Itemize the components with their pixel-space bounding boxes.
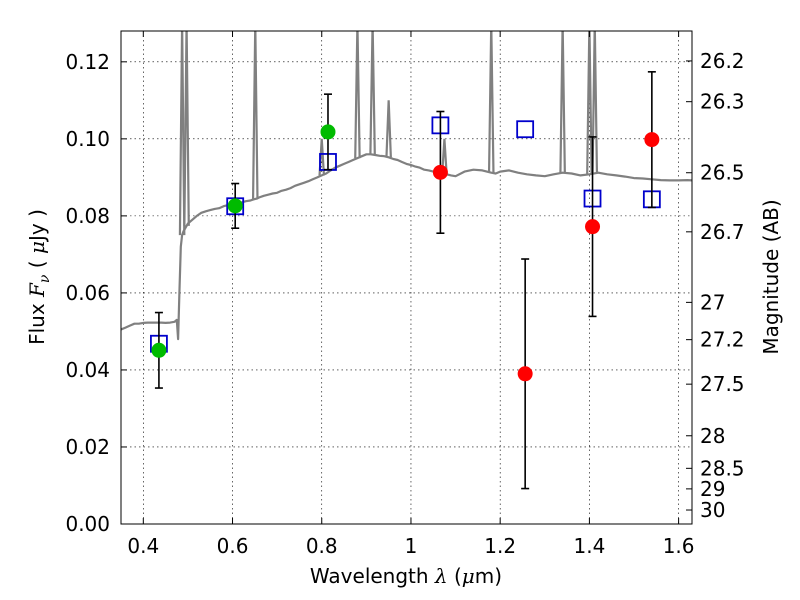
measurement-point: [227, 198, 243, 214]
plot-background: [121, 31, 692, 524]
magnitude-tick-label: 27.5: [700, 372, 745, 396]
measurement-point: [585, 219, 601, 235]
measurement-point: [151, 342, 167, 358]
y-tick-label: 0.12: [65, 50, 110, 74]
emission-line: [369, 31, 376, 155]
magnitude-tick-label: 27.2: [700, 328, 745, 352]
emission-line: [183, 31, 190, 226]
emission-line: [354, 31, 361, 159]
plot-frame: [120, 30, 693, 525]
y-tick-label: 0.02: [65, 435, 110, 459]
emission-line: [559, 31, 566, 173]
x-tick-label: 0.8: [306, 534, 338, 558]
magnitude-tick-label: 28: [700, 424, 725, 448]
magnitude-tick-label: 28.5: [700, 456, 745, 480]
x-tick-label: 0.4: [127, 534, 159, 558]
model-flux-square: [516, 120, 535, 139]
magnitude-tick-label: 27: [700, 290, 725, 314]
y-tick-label: 0.10: [65, 127, 110, 151]
y-tick-label: 0.04: [65, 358, 110, 382]
x-tick-label: 1.2: [484, 534, 516, 558]
x-axis-label: Wavelength λ (μm): [310, 564, 502, 588]
y-axis-label: Flux Fν ( μJy ): [25, 209, 53, 345]
y-tick-label: 0.00: [65, 512, 110, 536]
x-tick-label: 0.6: [217, 534, 249, 558]
magnitude-tick-label: 30: [700, 498, 725, 522]
magnitude-tick-label: 26.7: [700, 220, 745, 244]
measurement-point: [644, 132, 660, 148]
emission-line: [178, 31, 186, 236]
grid: [121, 31, 692, 524]
magnitude-tick-label: 26.2: [700, 49, 745, 73]
points-layer: [150, 71, 661, 490]
x-tick-label: 1.4: [573, 534, 605, 558]
emission-line: [487, 31, 495, 173]
measurement-point: [432, 164, 448, 180]
ticks: 0.4 0.6 0.8 1 1.2 1.4 1.6 0.00 0.02 0.04 0.06 0.08 0…: [65, 31, 745, 558]
y-tick-label: 0.06: [65, 281, 110, 305]
measurement-point: [517, 366, 533, 382]
measurement-point: [320, 124, 336, 140]
x-tick-label: 1: [405, 534, 418, 558]
series-layer: [121, 31, 692, 341]
emission-line: [591, 31, 599, 174]
x-tick-label: 1.6: [663, 534, 695, 558]
emission-line: [385, 100, 392, 158]
emission-line: [586, 31, 593, 175]
y-tick-label: 0.08: [65, 204, 110, 228]
magnitude-axis-label: Magnitude (AB): [759, 199, 783, 354]
magnitude-tick-label: 26.3: [700, 90, 745, 114]
magnitude-tick-label: 29: [700, 477, 725, 501]
emission-line: [251, 31, 259, 199]
magnitude-tick-label: 26.5: [700, 161, 745, 185]
emission-line: [441, 138, 448, 174]
